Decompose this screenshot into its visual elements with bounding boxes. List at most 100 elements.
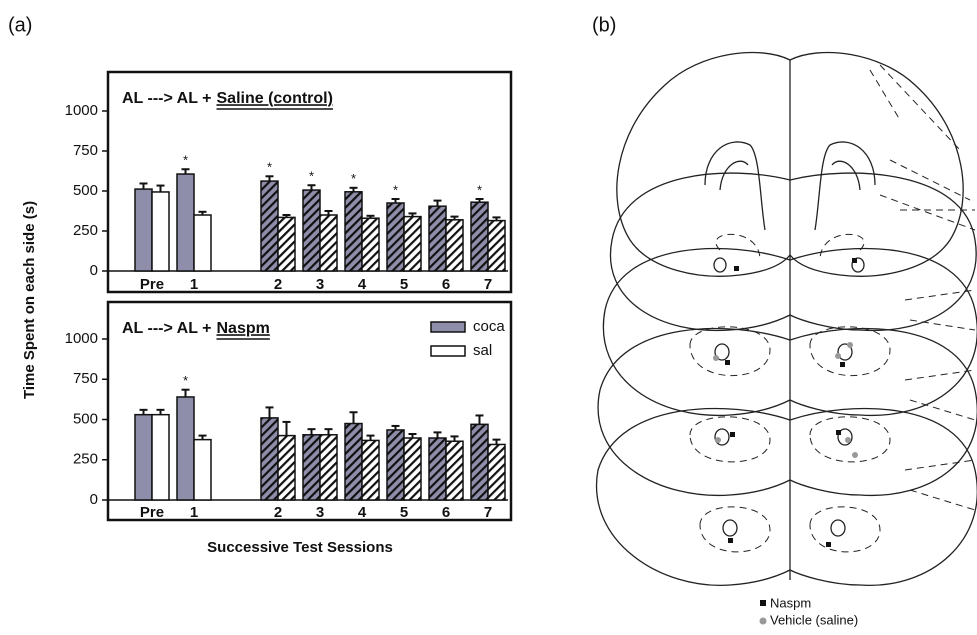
significance-marker: *	[351, 171, 356, 186]
bar	[135, 189, 152, 271]
vehicle-marker	[713, 355, 719, 361]
significance-marker: *	[267, 160, 272, 175]
chart-title: AL ---> AL +	[122, 320, 212, 337]
structure	[831, 520, 845, 536]
legend-label: sal	[473, 342, 492, 359]
legend-swatch	[431, 322, 465, 332]
x-tick-label: 4	[358, 504, 367, 521]
x-tick-label: 2	[274, 276, 282, 293]
legend-swatch	[760, 618, 767, 625]
legend-label: Naspm	[770, 595, 811, 610]
brain-atlas	[597, 52, 977, 585]
legend-swatch	[760, 600, 766, 606]
bar	[261, 418, 278, 500]
significance-marker: *	[183, 373, 188, 388]
naspm-marker	[852, 258, 857, 263]
significance-marker: *	[393, 182, 398, 197]
naspm-marker	[826, 542, 831, 547]
y-tick-label: 250	[73, 451, 98, 468]
chart-title-emphasis: Naspm	[217, 320, 270, 337]
bar	[345, 424, 362, 500]
x-tick-label: 6	[442, 276, 450, 293]
significance-marker: *	[477, 182, 482, 197]
bar	[488, 444, 505, 500]
bar	[278, 436, 295, 500]
legend-label: coca	[473, 318, 505, 335]
bar	[429, 206, 446, 271]
structure	[714, 258, 726, 272]
x-tick-label: 5	[400, 504, 408, 521]
y-tick-label: 0	[90, 491, 98, 508]
y-tick-label: 750	[73, 370, 98, 387]
bar	[387, 430, 404, 500]
bar	[261, 181, 278, 271]
naspm-marker	[728, 538, 733, 543]
bar	[471, 424, 488, 500]
bar	[152, 415, 169, 500]
naspm-marker	[730, 432, 735, 437]
bar	[362, 440, 379, 500]
y-tick-label: 750	[73, 142, 98, 159]
bar	[152, 192, 169, 271]
bar	[387, 203, 404, 271]
significance-marker: *	[309, 169, 314, 184]
vehicle-marker	[715, 437, 721, 443]
y-tick-label: 500	[73, 182, 98, 199]
x-tick-label: 5	[400, 276, 408, 293]
naspm-marker	[836, 430, 841, 435]
bar	[362, 218, 379, 271]
structure	[723, 520, 737, 536]
x-tick-label: Pre	[140, 504, 164, 521]
bar	[404, 438, 421, 500]
x-tick-label: 7	[484, 504, 492, 521]
section-outline	[598, 328, 977, 495]
bar	[446, 441, 463, 500]
x-axis-label: Successive Test Sessions	[207, 539, 393, 556]
x-tick-label: 4	[358, 276, 367, 293]
section-outline	[610, 173, 976, 330]
vehicle-marker	[852, 452, 858, 458]
naspm-marker	[725, 360, 730, 365]
y-tick-label: 1000	[65, 330, 98, 347]
bar	[303, 435, 320, 500]
legend-label: Vehicle (saline)	[770, 612, 858, 627]
y-tick-label: 1000	[65, 102, 98, 119]
panel-label: (b)	[592, 14, 616, 36]
y-axis-label: Time Spent on each side (s)	[21, 201, 38, 399]
significance-marker: *	[183, 153, 188, 168]
vehicle-marker	[835, 353, 841, 359]
vehicle-marker	[847, 342, 853, 348]
bar	[177, 174, 194, 271]
legend-swatch	[431, 346, 465, 356]
bar	[345, 192, 362, 271]
x-tick-label: Pre	[140, 276, 164, 293]
bar	[446, 220, 463, 271]
y-tick-label: 250	[73, 222, 98, 239]
y-tick-label: 0	[90, 262, 98, 279]
x-tick-label: 2	[274, 504, 282, 521]
naspm-marker	[840, 362, 845, 367]
bar	[177, 397, 194, 500]
x-tick-label: 3	[316, 504, 324, 521]
bar	[135, 415, 152, 500]
bar	[429, 438, 446, 500]
bar	[320, 435, 337, 500]
naspm-marker	[734, 266, 739, 271]
vehicle-marker	[845, 437, 851, 443]
x-tick-label: 1	[190, 276, 198, 293]
y-tick-label: 500	[73, 410, 98, 427]
x-tick-label: 7	[484, 276, 492, 293]
bar	[404, 217, 421, 271]
x-tick-label: 3	[316, 276, 324, 293]
bar	[194, 440, 211, 500]
chart-title-emphasis: Saline (control)	[217, 90, 333, 107]
x-tick-label: 1	[190, 504, 198, 521]
bar	[488, 221, 505, 271]
figure: (a) (b) Time Spent on each side (s) Succ…	[0, 0, 977, 630]
section-outline	[597, 408, 977, 585]
bar	[194, 215, 211, 271]
chart-title: AL ---> AL +	[122, 90, 212, 107]
x-tick-label: 6	[442, 504, 450, 521]
bar	[320, 215, 337, 271]
bar	[278, 217, 295, 271]
